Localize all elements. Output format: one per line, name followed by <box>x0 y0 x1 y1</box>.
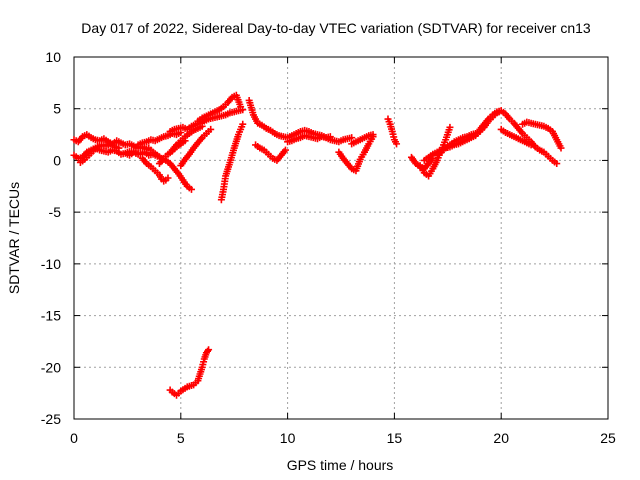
series-arc-10 <box>155 137 189 168</box>
grid <box>74 57 608 419</box>
x-tick-label: 0 <box>70 430 78 446</box>
x-tick-label: 10 <box>280 430 296 446</box>
data-point <box>393 140 401 148</box>
y-tick-label: -25 <box>41 411 61 427</box>
series-arc-06 <box>138 154 172 185</box>
series-arc-19 <box>348 131 377 148</box>
series-arc-11 <box>194 91 245 125</box>
data-point <box>557 144 565 152</box>
x-axis-label: GPS time / hours <box>287 457 394 473</box>
series-arc-17 <box>284 132 356 146</box>
series-arc-03 <box>76 140 123 166</box>
data-point <box>205 346 213 354</box>
data-point <box>527 141 535 149</box>
series-arc-13 <box>217 120 247 204</box>
x-tick-label: 20 <box>493 430 509 446</box>
data-point <box>181 137 189 145</box>
data-point <box>281 146 289 154</box>
series-arc-18 <box>335 133 377 175</box>
series-arc-14 <box>166 346 213 399</box>
series-arc-27 <box>519 118 565 152</box>
series-arc-15 <box>245 96 334 142</box>
series-arc-16 <box>252 141 289 164</box>
x-tick-label: 25 <box>600 430 616 446</box>
y-tick-label: -15 <box>41 308 61 324</box>
series-arc-20 <box>384 115 401 148</box>
series-arc-05 <box>134 129 185 149</box>
y-tick-label: -20 <box>41 359 61 375</box>
data-point <box>164 174 172 182</box>
series-arc-26 <box>497 125 535 149</box>
y-tick-label: 0 <box>53 152 61 168</box>
data-point <box>446 123 454 131</box>
data-markers <box>70 91 565 399</box>
axis-ticks: 0 5 10 15 20 25 -25 -20 -15 -10 -5 0 5 10 <box>41 49 616 446</box>
y-tick-label: 10 <box>45 49 61 65</box>
series-arc-25 <box>476 107 561 168</box>
data-point <box>348 134 356 142</box>
data-point <box>187 185 195 193</box>
y-axis-label: SDTVAR / TECUs <box>6 182 22 294</box>
y-tick-label: 5 <box>53 101 61 117</box>
x-tick-label: 15 <box>387 430 403 446</box>
data-point <box>237 103 245 111</box>
data-point <box>369 131 377 139</box>
y-tick-label: -10 <box>41 256 61 272</box>
data-point <box>207 125 215 133</box>
chart-title: Day 017 of 2022, Sidereal Day-to-day VTE… <box>81 20 591 36</box>
data-point <box>239 120 247 128</box>
data-point <box>553 160 561 168</box>
plot-frame <box>73 56 609 420</box>
y-tick-label: -5 <box>49 204 62 220</box>
series-arc-12 <box>177 125 215 170</box>
data-point <box>115 144 123 152</box>
x-tick-label: 5 <box>177 430 185 446</box>
data-point <box>198 122 206 130</box>
